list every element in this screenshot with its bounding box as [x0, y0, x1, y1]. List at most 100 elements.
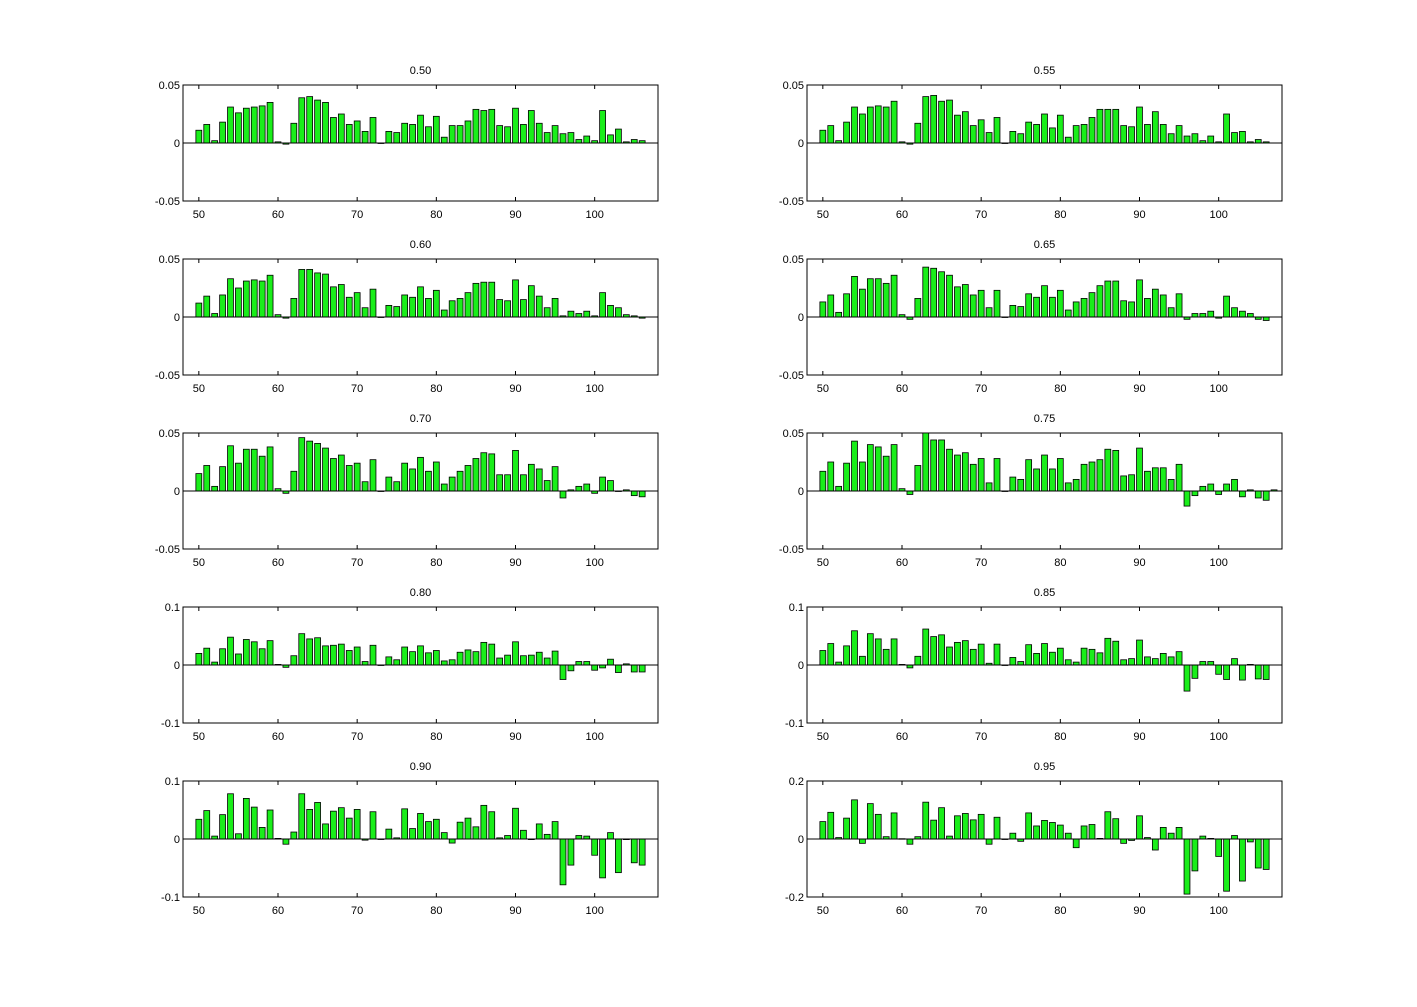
bar: [954, 286, 961, 318]
bar: [874, 105, 882, 144]
bar: [1128, 126, 1135, 144]
bar: [1144, 124, 1151, 144]
subplot-0.70: 0.70 -0.05 0 0.05 50 60 70 80 90 100: [155, 413, 659, 569]
bar: [440, 483, 448, 492]
x-tick-label: 100: [585, 731, 603, 743]
bar: [1175, 651, 1183, 666]
bar: [337, 454, 345, 492]
bar: [1262, 490, 1270, 501]
bar: [385, 304, 393, 318]
x-tick-label: 50: [817, 383, 829, 395]
bar: [922, 628, 930, 666]
bar: [1033, 825, 1040, 840]
bar: [298, 633, 306, 666]
bar: [1033, 124, 1040, 144]
x-tick-label: 80: [430, 905, 442, 917]
bar: [882, 282, 890, 318]
bar: [843, 462, 850, 492]
bar: [843, 645, 850, 666]
bar: [630, 490, 638, 497]
bar: [314, 272, 321, 318]
bar: [456, 821, 464, 840]
bar: [1049, 468, 1056, 492]
y-tick-label: 0: [174, 660, 180, 672]
bar: [859, 838, 866, 844]
bar: [235, 287, 242, 318]
bar: [1017, 306, 1025, 318]
bar: [638, 664, 646, 673]
bar: [448, 838, 456, 844]
bar: [345, 650, 353, 666]
bar: [1064, 659, 1072, 666]
bar: [1191, 133, 1199, 144]
bar: [914, 298, 922, 318]
bar: [385, 828, 393, 840]
bar: [353, 462, 361, 492]
bar: [914, 122, 922, 144]
bar: [819, 650, 827, 666]
bar: [1064, 482, 1072, 492]
bar: [266, 102, 274, 144]
x-tick-label: 100: [1209, 557, 1227, 569]
bar: [1239, 490, 1246, 498]
subplot-0.65: 0.65 -0.05 0 0.05 50 60 70 80 90 100: [779, 239, 1283, 395]
bar: [258, 280, 266, 318]
bar: [969, 294, 977, 318]
bar: [425, 652, 432, 666]
bar: [409, 296, 416, 318]
bar: [1025, 459, 1033, 492]
bar: [1056, 647, 1064, 666]
bar: [290, 655, 298, 666]
bar: [409, 651, 416, 666]
bar: [330, 458, 337, 492]
bar: [819, 470, 827, 492]
subplot-0.55: 0.55 -0.05 0 0.05 50 60 70 80 90 100: [779, 65, 1283, 221]
bar: [977, 289, 985, 318]
bar: [607, 480, 614, 492]
bar: [440, 832, 448, 840]
bar: [977, 119, 985, 144]
bar: [1025, 293, 1033, 318]
bar: [290, 122, 298, 144]
bar: [1041, 643, 1048, 666]
x-tick-label: 50: [193, 731, 205, 743]
x-tick-label: 50: [817, 557, 829, 569]
bar: [1064, 309, 1072, 318]
bar: [337, 284, 345, 318]
y-tick-label: 0: [798, 312, 804, 324]
bar: [1262, 664, 1270, 680]
bar: [1191, 313, 1199, 318]
bar: [409, 468, 416, 492]
bar: [1223, 838, 1230, 892]
x-tick-label: 80: [430, 209, 442, 221]
bar: [203, 124, 211, 144]
bar: [306, 809, 314, 840]
bar: [306, 638, 314, 666]
bar: [1151, 658, 1159, 666]
bar: [1104, 448, 1112, 492]
bar: [914, 655, 922, 666]
x-tick-label: 90: [509, 905, 521, 917]
bar: [615, 838, 622, 874]
bar: [993, 458, 1001, 492]
x-tick-label: 100: [585, 209, 603, 221]
bar: [827, 811, 835, 840]
bar: [1096, 459, 1104, 492]
x-tick-label: 60: [896, 905, 908, 917]
bar: [890, 638, 898, 666]
bar: [551, 650, 559, 666]
bar: [353, 120, 361, 144]
bar: [290, 831, 298, 840]
bar: [1041, 113, 1048, 144]
bar: [961, 813, 969, 840]
bar: [1183, 135, 1191, 144]
bar: [235, 462, 242, 492]
bar: [961, 640, 969, 666]
bar: [480, 110, 488, 144]
x-tick-label: 100: [585, 557, 603, 569]
bar: [938, 634, 945, 666]
bar: [1183, 664, 1191, 692]
bar: [330, 810, 337, 840]
bar: [1120, 838, 1128, 844]
bar: [464, 817, 472, 840]
